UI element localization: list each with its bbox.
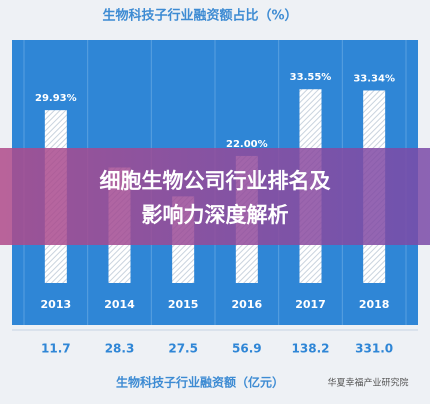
- chart-title: 生物科技子行业融资额占比（%）: [102, 8, 297, 24]
- overlay-banner: [0, 148, 430, 245]
- amount-value: 11.7: [41, 342, 71, 356]
- amount-value: 28.3: [105, 342, 135, 356]
- amount-value: 56.9: [232, 342, 262, 356]
- x-tick-label: 2016: [232, 298, 263, 311]
- amount-value: 331.0: [355, 342, 393, 356]
- amounts-title: 生物科技子行业融资额（亿元）: [116, 375, 284, 390]
- data-label: 29.93%: [35, 93, 77, 104]
- amount-value: 138.2: [292, 342, 330, 356]
- amount-value: 27.5: [168, 342, 198, 356]
- x-tick-label: 2014: [104, 298, 135, 311]
- data-label: 33.55%: [290, 72, 332, 83]
- data-label: 33.34%: [353, 73, 395, 84]
- watermark: 华夏幸福产业研究院: [327, 377, 408, 389]
- x-tick-label: 2018: [359, 298, 390, 311]
- x-tick-label: 2017: [295, 298, 326, 311]
- overlay-line: 细胞生物公司行业排名及: [100, 169, 332, 193]
- x-tick-label: 2013: [41, 298, 72, 311]
- data-label: 22.00%: [226, 139, 268, 150]
- overlay-line: 影响力深度解析: [142, 203, 289, 227]
- x-tick-label: 2015: [168, 298, 199, 311]
